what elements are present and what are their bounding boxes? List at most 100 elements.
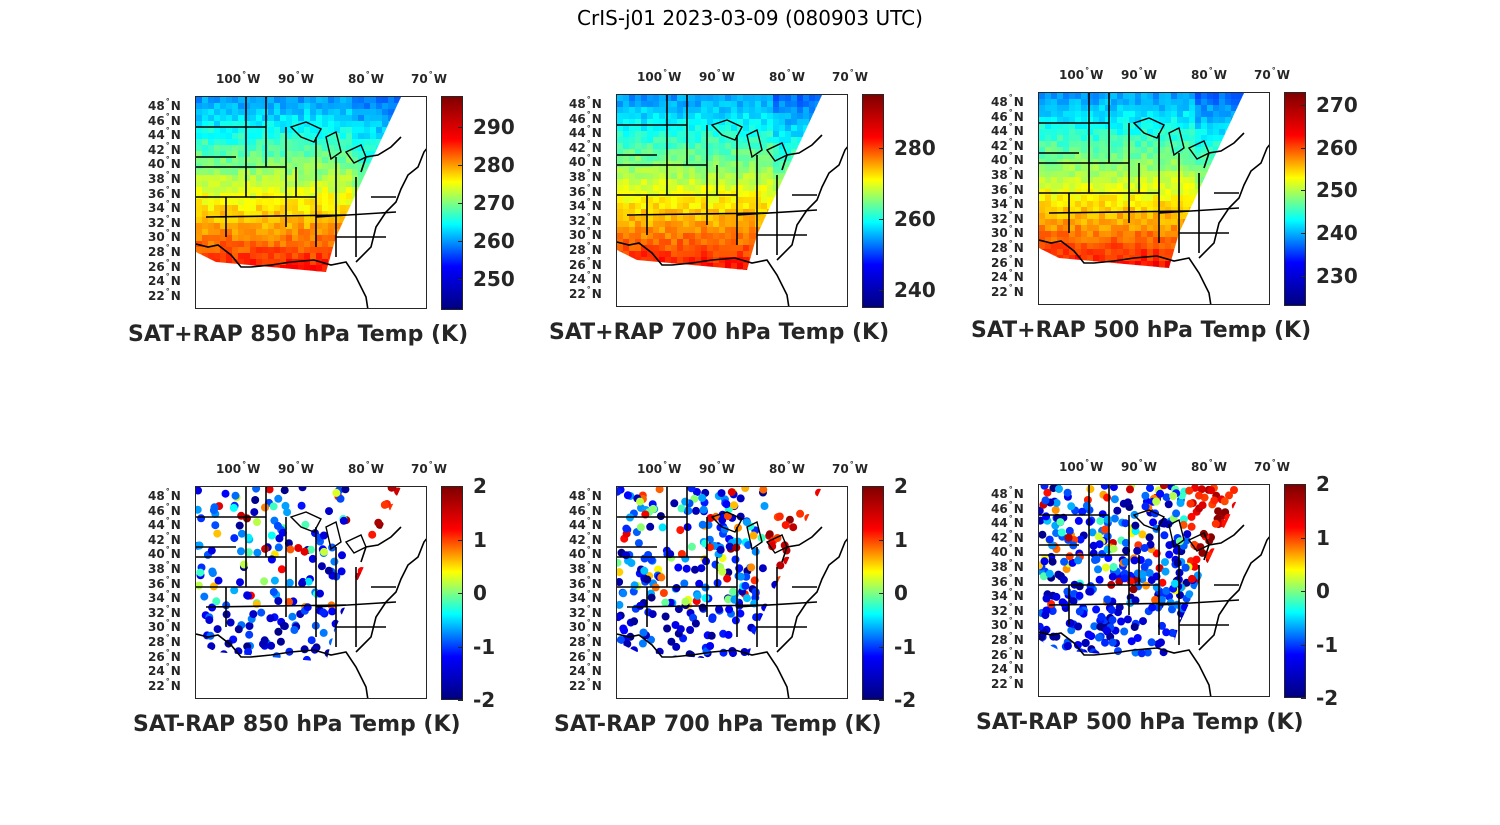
field-pixel bbox=[232, 265, 239, 272]
field-pixel bbox=[779, 131, 786, 138]
field-pixel bbox=[340, 247, 347, 254]
field-pixel bbox=[671, 113, 678, 120]
field-pixel bbox=[695, 95, 702, 102]
diff-point bbox=[1121, 519, 1130, 528]
field-pixel bbox=[1183, 99, 1190, 106]
field-pixel bbox=[1105, 201, 1112, 208]
field-pixel bbox=[292, 253, 299, 260]
field-pixel bbox=[713, 143, 720, 150]
field-pixel bbox=[1153, 153, 1160, 160]
field-pixel bbox=[358, 127, 365, 134]
field-pixel bbox=[1075, 213, 1082, 220]
field-pixel bbox=[1165, 141, 1172, 148]
diff-point bbox=[402, 596, 410, 604]
field-pixel bbox=[256, 151, 263, 158]
field-pixel bbox=[352, 103, 359, 110]
field-pixel bbox=[761, 215, 768, 222]
field-pixel bbox=[286, 157, 293, 164]
field-pixel bbox=[779, 167, 786, 174]
field-pixel bbox=[346, 97, 353, 104]
field-pixel bbox=[1123, 171, 1130, 178]
field-pixel bbox=[641, 137, 648, 144]
diff-point bbox=[1129, 585, 1138, 594]
field-pixel bbox=[244, 211, 251, 218]
field-pixel bbox=[244, 229, 251, 236]
field-pixel bbox=[1063, 93, 1070, 100]
field-pixel bbox=[400, 151, 401, 158]
field-pixel bbox=[280, 205, 287, 212]
field-pixel bbox=[1201, 243, 1208, 250]
field-pixel bbox=[388, 241, 395, 248]
field-pixel bbox=[617, 167, 624, 174]
lat-tick-label: 48°N bbox=[991, 93, 1024, 109]
field-pixel bbox=[815, 167, 822, 174]
field-pixel bbox=[1093, 123, 1100, 130]
field-pixel bbox=[683, 203, 690, 210]
field-pixel bbox=[785, 137, 792, 144]
field-pixel bbox=[695, 209, 702, 216]
field-pixel bbox=[394, 265, 401, 272]
field-pixel bbox=[1081, 225, 1088, 232]
field-pixel bbox=[1243, 249, 1244, 256]
field-pixel bbox=[226, 145, 233, 152]
diff-point bbox=[781, 580, 790, 589]
field-pixel bbox=[280, 211, 287, 218]
field-pixel bbox=[1189, 249, 1196, 256]
field-pixel bbox=[1045, 105, 1052, 112]
field-pixel bbox=[268, 157, 275, 164]
diff-point bbox=[765, 530, 774, 539]
field-pixel bbox=[1159, 201, 1166, 208]
field-pixel bbox=[394, 253, 401, 260]
diff-point bbox=[655, 487, 664, 494]
field-pixel bbox=[731, 251, 738, 258]
field-pixel bbox=[731, 221, 738, 228]
field-pixel bbox=[1051, 99, 1058, 106]
field-pixel bbox=[1063, 165, 1070, 172]
field-pixel bbox=[268, 175, 275, 182]
field-pixel bbox=[286, 181, 293, 188]
field-pixel bbox=[376, 187, 383, 194]
diff-point bbox=[1221, 520, 1230, 529]
diff-point bbox=[1041, 496, 1050, 505]
field-pixel bbox=[1051, 129, 1058, 136]
field-pixel bbox=[1087, 99, 1094, 106]
field-pixel bbox=[1129, 111, 1136, 118]
field-pixel bbox=[737, 113, 744, 120]
field-pixel bbox=[725, 215, 732, 222]
field-pixel bbox=[346, 121, 353, 128]
map-plot-area bbox=[195, 96, 427, 309]
field-pixel bbox=[785, 203, 792, 210]
field-pixel bbox=[220, 151, 227, 158]
field-pixel bbox=[1231, 159, 1238, 166]
field-pixel bbox=[340, 169, 347, 176]
field-pixel bbox=[1195, 135, 1202, 142]
field-pixel bbox=[1243, 207, 1244, 214]
field-pixel bbox=[797, 107, 804, 114]
field-pixel bbox=[1171, 165, 1178, 172]
field-pixel bbox=[719, 107, 726, 114]
field-pixel bbox=[250, 109, 257, 116]
field-pixel bbox=[1195, 111, 1202, 118]
field-pixel bbox=[743, 197, 750, 204]
field-pixel bbox=[821, 161, 822, 168]
field-pixel bbox=[1117, 135, 1124, 142]
diff-point bbox=[1198, 610, 1207, 619]
field-pixel bbox=[1117, 111, 1124, 118]
lat-tick-label: 26°N bbox=[569, 647, 602, 664]
field-pixel bbox=[238, 109, 245, 116]
field-pixel bbox=[785, 257, 792, 264]
field-pixel bbox=[340, 139, 347, 146]
field-pixel bbox=[376, 241, 383, 248]
field-pixel bbox=[725, 197, 732, 204]
field-pixel bbox=[1135, 225, 1142, 232]
field-pixel bbox=[400, 217, 401, 224]
field-pixel bbox=[1081, 93, 1088, 100]
field-pixel bbox=[707, 95, 714, 102]
field-pixel bbox=[707, 251, 714, 258]
field-pixel bbox=[749, 149, 756, 156]
field-pixel bbox=[803, 185, 810, 192]
field-pixel bbox=[1039, 123, 1046, 130]
diff-point bbox=[1188, 574, 1196, 583]
field-pixel bbox=[388, 247, 395, 254]
field-pixel bbox=[767, 131, 774, 138]
